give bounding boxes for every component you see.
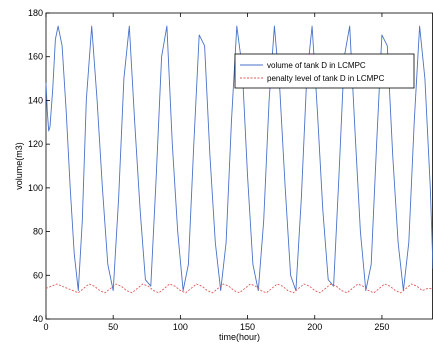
y-axis-ticks: 40 60 80 100 120 140 160 180: [28, 8, 50, 324]
y-tick-label: 40: [33, 314, 43, 324]
series-line-volume: [45, 25, 433, 292]
y-axis-label: volume(m3): [14, 142, 24, 190]
legend-entry-penalty: penalty level of tank D in LCMPC: [267, 74, 385, 83]
y-tick-label: 120: [28, 139, 43, 149]
y-tick-label: 100: [28, 183, 43, 193]
x-tick-label: 100: [173, 322, 188, 332]
x-tick-label: 50: [108, 322, 118, 332]
legend-entry-volume: volume of tank D in LCMPC: [267, 61, 366, 70]
x-axis-ticks: 0 50 100 150 200 250: [43, 13, 389, 332]
series-line-penalty: [45, 283, 433, 294]
legend: volume of tank D in LCMPC penalty level …: [234, 53, 415, 89]
y-tick-label: 80: [33, 227, 43, 237]
y-tick-label: 140: [28, 95, 43, 105]
y-tick-label: 160: [28, 52, 43, 62]
x-tick-label: 150: [240, 322, 255, 332]
x-tick-label: 200: [307, 322, 322, 332]
legend-box: [234, 53, 415, 89]
y-tick-label: 180: [28, 8, 43, 18]
y-tick-label: 60: [33, 270, 43, 280]
x-axis-label: time(hour): [219, 332, 260, 342]
x-tick-label: 250: [374, 322, 389, 332]
x-tick-label: 0: [43, 322, 48, 332]
